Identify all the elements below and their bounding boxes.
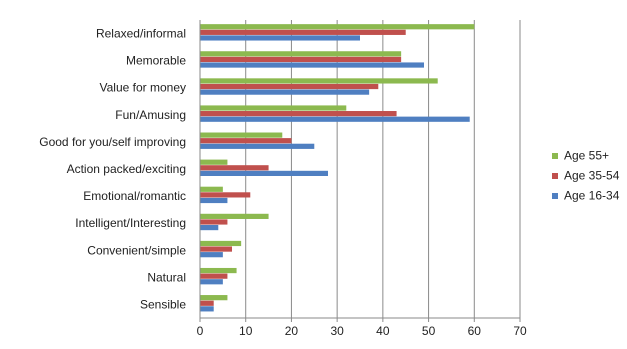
bar-3-2 — [200, 83, 379, 90]
bar-10-1 — [200, 267, 237, 274]
bar-10-2 — [200, 273, 228, 279]
grid-lines — [245, 20, 521, 318]
tick-labels: 0 10 20 30 40 50 60 70 — [197, 324, 527, 338]
x-tick-label-40: 40 — [376, 324, 390, 338]
bar-8-2 — [200, 219, 228, 225]
legend-label-2: Age 35-54 — [564, 169, 620, 183]
bar-6-3 — [200, 170, 328, 176]
bar-3-3 — [200, 89, 370, 95]
category-label-7: Emotional/romantic — [83, 189, 186, 203]
category-label-3: Value for money — [100, 81, 187, 95]
bar-7-3 — [200, 197, 228, 204]
bar-3-1 — [200, 78, 438, 84]
legend: Age 55+ Age 35-54 Age 16-34 — [552, 149, 620, 203]
bar-8-3 — [200, 224, 219, 231]
category-label-9: Convenient/simple — [87, 243, 186, 257]
bar-2-2 — [200, 56, 402, 63]
bars-group — [200, 24, 475, 312]
bar-4-2 — [200, 111, 397, 117]
legend-swatch-2 — [552, 173, 558, 179]
category-label-2: Memorable — [126, 54, 186, 68]
bar-1-2 — [200, 29, 406, 35]
category-labels: Relaxed/informal Memorable Value for money… — [39, 27, 186, 312]
bar-7-2 — [200, 192, 251, 198]
bar-9-2 — [200, 246, 232, 252]
bar-9-1 — [200, 240, 242, 247]
x-tick-label-0: 0 — [197, 324, 204, 338]
category-label-10: Natural — [147, 270, 186, 284]
x-tick-label-50: 50 — [422, 324, 436, 338]
legend-label-3: Age 16-34 — [564, 189, 620, 203]
category-label-11: Sensible — [140, 297, 186, 311]
bar-10-3 — [200, 279, 223, 285]
bar-11-3 — [200, 306, 214, 312]
axes — [199, 20, 521, 322]
bar-6-1 — [200, 159, 228, 165]
bar-11-2 — [200, 300, 214, 306]
x-tick-label-70: 70 — [513, 324, 527, 338]
category-label-8: Intelligent/Interesting — [75, 216, 186, 230]
bar-5-2 — [200, 138, 292, 144]
legend-swatch-1 — [552, 153, 558, 159]
x-tick-label-20: 20 — [285, 324, 299, 338]
bar-1-1 — [200, 24, 475, 30]
bar-5-3 — [200, 143, 315, 149]
legend-label-1: Age 55+ — [564, 149, 609, 163]
category-label-6: Action packed/exciting — [67, 162, 186, 176]
bar-9-3 — [200, 252, 223, 258]
bar-5-1 — [200, 132, 283, 138]
x-tick-label-30: 30 — [330, 324, 344, 338]
x-tick-label-10: 10 — [239, 324, 253, 338]
bar-4-3 — [200, 116, 470, 122]
category-label-1: Relaxed/informal — [96, 27, 186, 41]
bar-6-2 — [200, 165, 269, 171]
bar-11-1 — [200, 295, 228, 301]
legend-swatch-3 — [552, 193, 558, 199]
bar-8-1 — [200, 213, 269, 219]
x-tick-label-60: 60 — [468, 324, 482, 338]
category-label-4: Fun/Amusing — [115, 108, 186, 122]
bar-1-3 — [200, 35, 360, 41]
category-label-5: Good for you/self improving — [39, 135, 186, 149]
bar-2-1 — [200, 51, 402, 57]
bar-4-1 — [200, 105, 347, 111]
bar-7-1 — [200, 186, 223, 192]
bar-2-3 — [200, 62, 424, 68]
